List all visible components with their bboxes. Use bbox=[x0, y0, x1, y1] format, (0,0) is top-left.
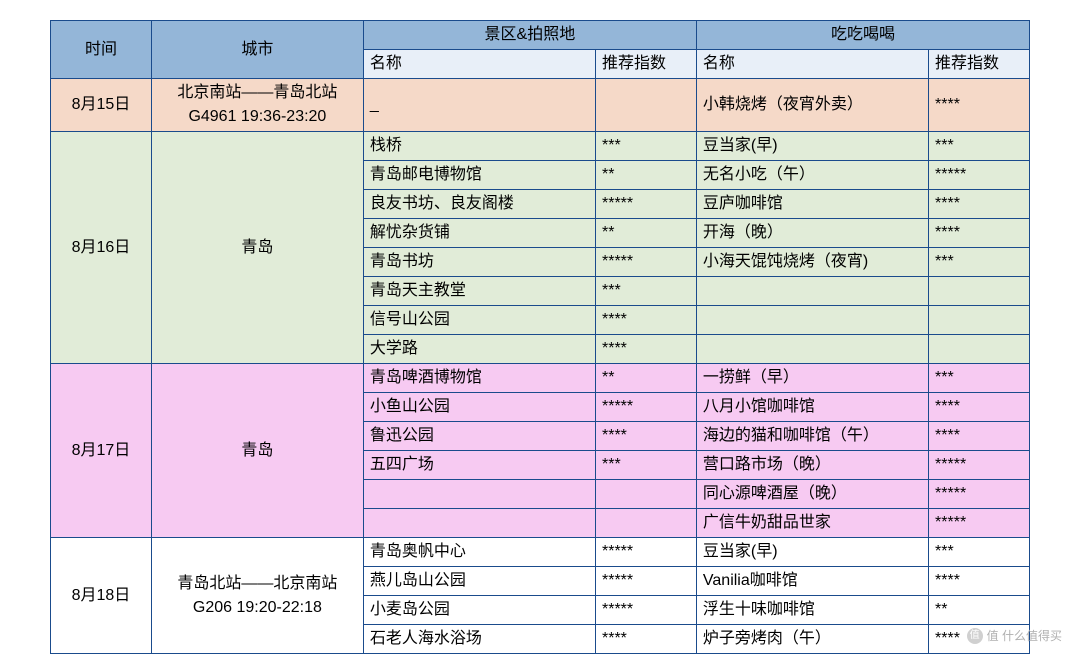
cell-food-name: 营口路市场（晚） bbox=[696, 451, 928, 480]
cell-sight-rating: ***** bbox=[595, 538, 696, 567]
cell-food-rating: **** bbox=[929, 190, 1030, 219]
cell-sight-rating: **** bbox=[595, 335, 696, 364]
cell-food-rating: *** bbox=[929, 364, 1030, 393]
cell-sight-name: 信号山公园 bbox=[363, 306, 595, 335]
cell-food-name: 浮生十味咖啡馆 bbox=[696, 596, 928, 625]
cell-sight-name: _ bbox=[363, 79, 595, 132]
header-sight-name: 名称 bbox=[363, 50, 595, 79]
cell-sight-rating: ** bbox=[595, 364, 696, 393]
cell-date: 8月16日 bbox=[51, 132, 152, 364]
cell-food-rating: *** bbox=[929, 538, 1030, 567]
cell-food-rating: **** bbox=[929, 567, 1030, 596]
cell-sight-name: 小麦岛公园 bbox=[363, 596, 595, 625]
table-row: 8月15日北京南站——青岛北站G4961 19:36-23:20_ 小韩烧烤（夜宵… bbox=[51, 79, 1030, 132]
cell-sight-name: 青岛啤酒博物馆 bbox=[363, 364, 595, 393]
cell-food-name bbox=[696, 335, 928, 364]
cell-sight-name bbox=[363, 480, 595, 509]
header-sight-rating: 推荐指数 bbox=[595, 50, 696, 79]
itinerary-table: 时间城市景区&拍照地吃吃喝喝名称推荐指数名称推荐指数8月15日北京南站——青岛北… bbox=[50, 20, 1030, 654]
header-time: 时间 bbox=[51, 21, 152, 79]
cell-food-rating: ***** bbox=[929, 509, 1030, 538]
cell-sight-name: 青岛天主教堂 bbox=[363, 277, 595, 306]
cell-food-name: 同心源啤酒屋（晚） bbox=[696, 480, 928, 509]
cell-sight-name: 五四广场 bbox=[363, 451, 595, 480]
cell-food-rating: **** bbox=[929, 79, 1030, 132]
table-row: 8月16日青岛栈桥***豆当家(早)*** bbox=[51, 132, 1030, 161]
cell-food-rating: *** bbox=[929, 132, 1030, 161]
cell-sight-name: 燕儿岛山公园 bbox=[363, 567, 595, 596]
cell-sight-name: 大学路 bbox=[363, 335, 595, 364]
cell-sight-name: 栈桥 bbox=[363, 132, 595, 161]
cell-food-name: 豆当家(早) bbox=[696, 132, 928, 161]
cell-sight-rating: ***** bbox=[595, 248, 696, 277]
cell-sight-rating: ***** bbox=[595, 393, 696, 422]
cell-food-name: Vanilia咖啡馆 bbox=[696, 567, 928, 596]
header-food-group: 吃吃喝喝 bbox=[696, 21, 1029, 50]
cell-food-name bbox=[696, 306, 928, 335]
cell-food-rating: **** bbox=[929, 422, 1030, 451]
cell-sight-name: 鲁迅公园 bbox=[363, 422, 595, 451]
cell-food-name: 豆庐咖啡馆 bbox=[696, 190, 928, 219]
cell-sight-rating: *** bbox=[595, 132, 696, 161]
cell-food-name: 无名小吃（午） bbox=[696, 161, 928, 190]
cell-food-name: 小海天馄饨烧烤（夜宵) bbox=[696, 248, 928, 277]
cell-food-rating: ** bbox=[929, 596, 1030, 625]
table-row: 8月18日青岛北站——北京南站G206 19:20-22:18青岛奥帆中心***… bbox=[51, 538, 1030, 567]
header-sight-group: 景区&拍照地 bbox=[363, 21, 696, 50]
watermark-logo-icon: 值 bbox=[967, 628, 983, 644]
cell-food-rating bbox=[929, 335, 1030, 364]
watermark: 值 值 什么值得买 bbox=[967, 627, 1062, 644]
cell-food-rating: ***** bbox=[929, 161, 1030, 190]
cell-food-rating: ***** bbox=[929, 451, 1030, 480]
cell-food-name: 广信牛奶甜品世家 bbox=[696, 509, 928, 538]
cell-food-rating bbox=[929, 277, 1030, 306]
cell-sight-rating bbox=[595, 79, 696, 132]
cell-sight-rating bbox=[595, 509, 696, 538]
cell-food-rating: ***** bbox=[929, 480, 1030, 509]
watermark-text: 值 什么值得买 bbox=[987, 627, 1062, 644]
cell-sight-name: 良友书坊、良友阁楼 bbox=[363, 190, 595, 219]
cell-sight-name: 小鱼山公园 bbox=[363, 393, 595, 422]
cell-sight-rating: ** bbox=[595, 219, 696, 248]
cell-sight-rating: **** bbox=[595, 625, 696, 654]
cell-food-name: 八月小馆咖啡馆 bbox=[696, 393, 928, 422]
cell-sight-name: 青岛书坊 bbox=[363, 248, 595, 277]
cell-food-rating: **** bbox=[929, 219, 1030, 248]
cell-sight-name: 青岛邮电博物馆 bbox=[363, 161, 595, 190]
cell-date: 8月18日 bbox=[51, 538, 152, 654]
cell-sight-rating: ***** bbox=[595, 567, 696, 596]
cell-date: 8月17日 bbox=[51, 364, 152, 538]
cell-sight-name: 解忧杂货铺 bbox=[363, 219, 595, 248]
cell-food-name: 小韩烧烤（夜宵外卖） bbox=[696, 79, 928, 132]
cell-food-name: 炉子旁烤肉（午） bbox=[696, 625, 928, 654]
cell-food-name bbox=[696, 277, 928, 306]
cell-food-name: 海边的猫和咖啡馆（午） bbox=[696, 422, 928, 451]
header-food-name: 名称 bbox=[696, 50, 928, 79]
cell-sight-rating: *** bbox=[595, 451, 696, 480]
table-row: 8月17日青岛青岛啤酒博物馆**一捞鲜（早）*** bbox=[51, 364, 1030, 393]
cell-sight-rating: **** bbox=[595, 422, 696, 451]
cell-sight-name: 石老人海水浴场 bbox=[363, 625, 595, 654]
cell-date: 8月15日 bbox=[51, 79, 152, 132]
cell-sight-name: 青岛奥帆中心 bbox=[363, 538, 595, 567]
cell-sight-rating: ***** bbox=[595, 596, 696, 625]
cell-food-rating: *** bbox=[929, 248, 1030, 277]
cell-food-rating: **** bbox=[929, 393, 1030, 422]
header-city: 城市 bbox=[151, 21, 363, 79]
header-food-rating: 推荐指数 bbox=[929, 50, 1030, 79]
cell-city: 青岛 bbox=[151, 364, 363, 538]
cell-city: 青岛 bbox=[151, 132, 363, 364]
cell-food-name: 豆当家(早) bbox=[696, 538, 928, 567]
cell-sight-rating: ***** bbox=[595, 190, 696, 219]
cell-city: 北京南站——青岛北站G4961 19:36-23:20 bbox=[151, 79, 363, 132]
cell-sight-rating: **** bbox=[595, 306, 696, 335]
cell-food-rating bbox=[929, 306, 1030, 335]
cell-sight-rating bbox=[595, 480, 696, 509]
cell-sight-name bbox=[363, 509, 595, 538]
cell-sight-rating: ** bbox=[595, 161, 696, 190]
cell-food-name: 一捞鲜（早） bbox=[696, 364, 928, 393]
cell-sight-rating: *** bbox=[595, 277, 696, 306]
cell-food-name: 开海（晚） bbox=[696, 219, 928, 248]
cell-city: 青岛北站——北京南站G206 19:20-22:18 bbox=[151, 538, 363, 654]
